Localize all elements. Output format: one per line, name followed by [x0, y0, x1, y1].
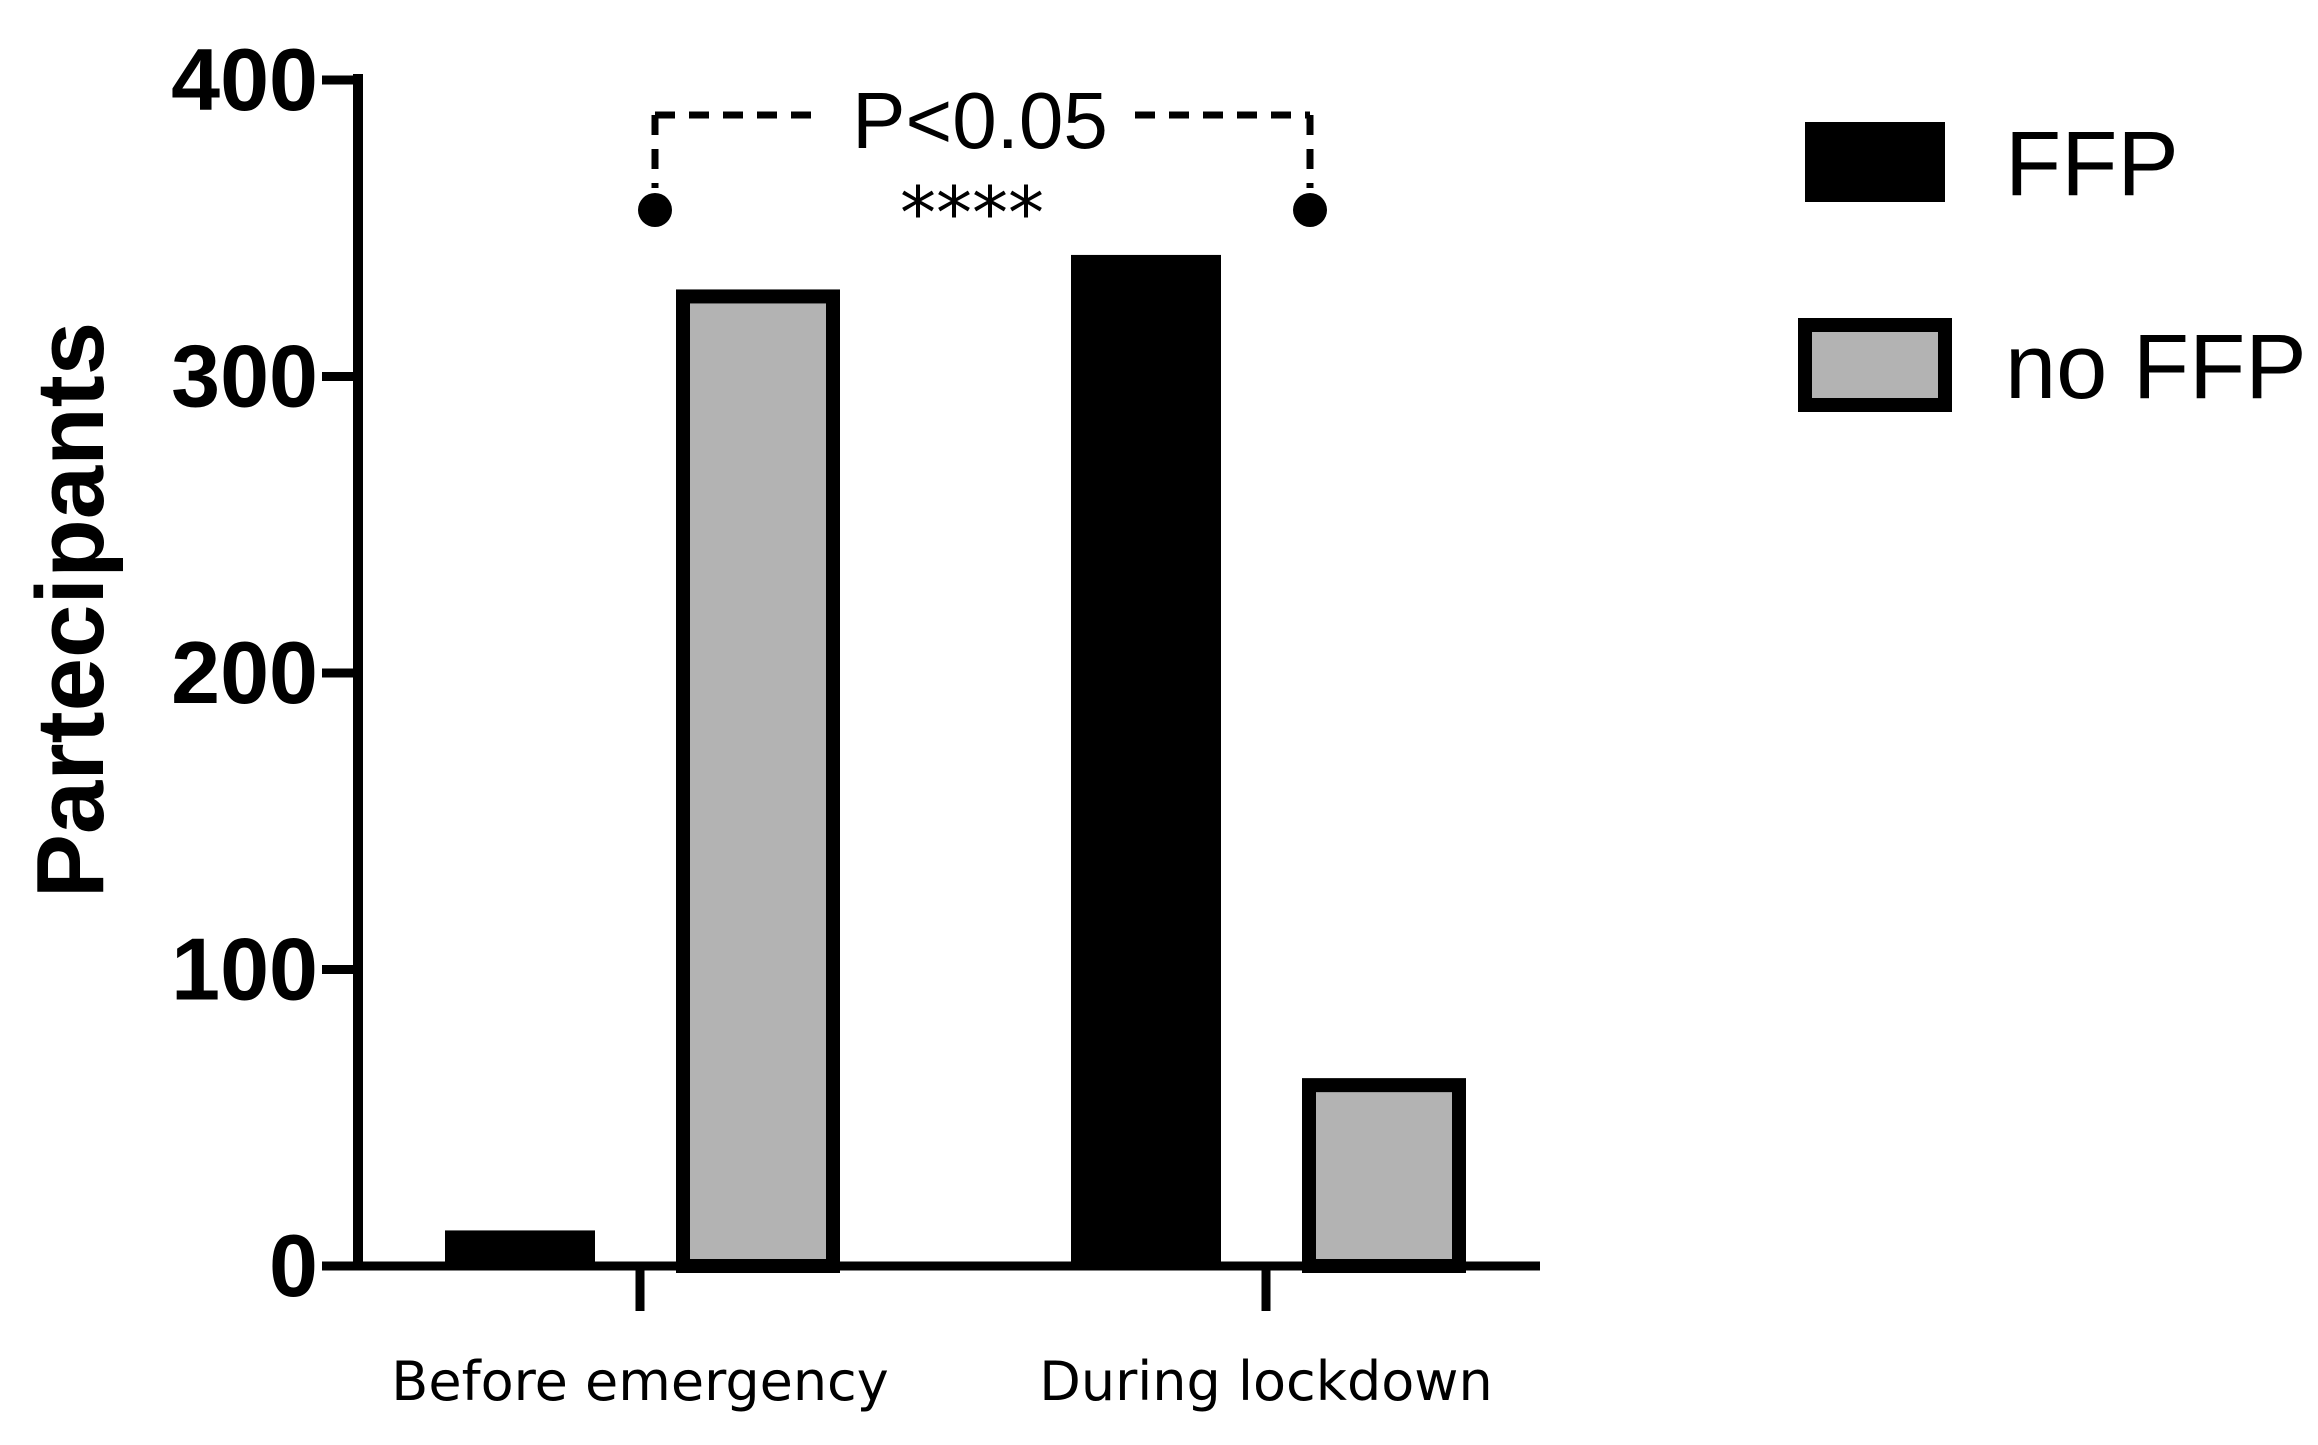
- y-axis-ticks: 0 100 200 300 400: [171, 30, 358, 1315]
- legend-swatch-no-ffp: [1798, 318, 1952, 412]
- y-tick-label: 200: [171, 623, 318, 722]
- legend: FFP no FFP: [1798, 113, 2307, 418]
- significance-annotation: P<0.05 ****: [638, 76, 1327, 255]
- bar-no-ffp-before-emergency: [676, 289, 840, 1273]
- bracket-right-dot: [1293, 193, 1327, 227]
- y-tick-label: 300: [171, 327, 318, 426]
- bars: [445, 254, 1466, 1274]
- axes: Before emergency During lockdown: [353, 74, 1540, 1413]
- y-axis-label: Partecipants: [17, 322, 124, 898]
- legend-label-no-ffp: no FFP: [2005, 316, 2307, 418]
- legend-swatch-ffp: [1805, 122, 1945, 202]
- significance-stars: ****: [900, 171, 1044, 255]
- p-value-label: P<0.05: [852, 76, 1108, 165]
- x-category-label: During lockdown: [1039, 1350, 1492, 1413]
- y-tick-label: 100: [171, 920, 318, 1019]
- bar-ffp-during-lockdown: [1071, 254, 1221, 1266]
- bar-no-ffp-during-lockdown: [1302, 1078, 1466, 1274]
- y-tick-label: 0: [269, 1216, 318, 1315]
- bar-ffp-before-emergency: [445, 1230, 595, 1266]
- bracket-left-dot: [638, 193, 672, 227]
- x-category-label: Before emergency: [391, 1350, 888, 1413]
- y-tick-label: 400: [171, 30, 318, 129]
- legend-label-ffp: FFP: [2005, 113, 2179, 215]
